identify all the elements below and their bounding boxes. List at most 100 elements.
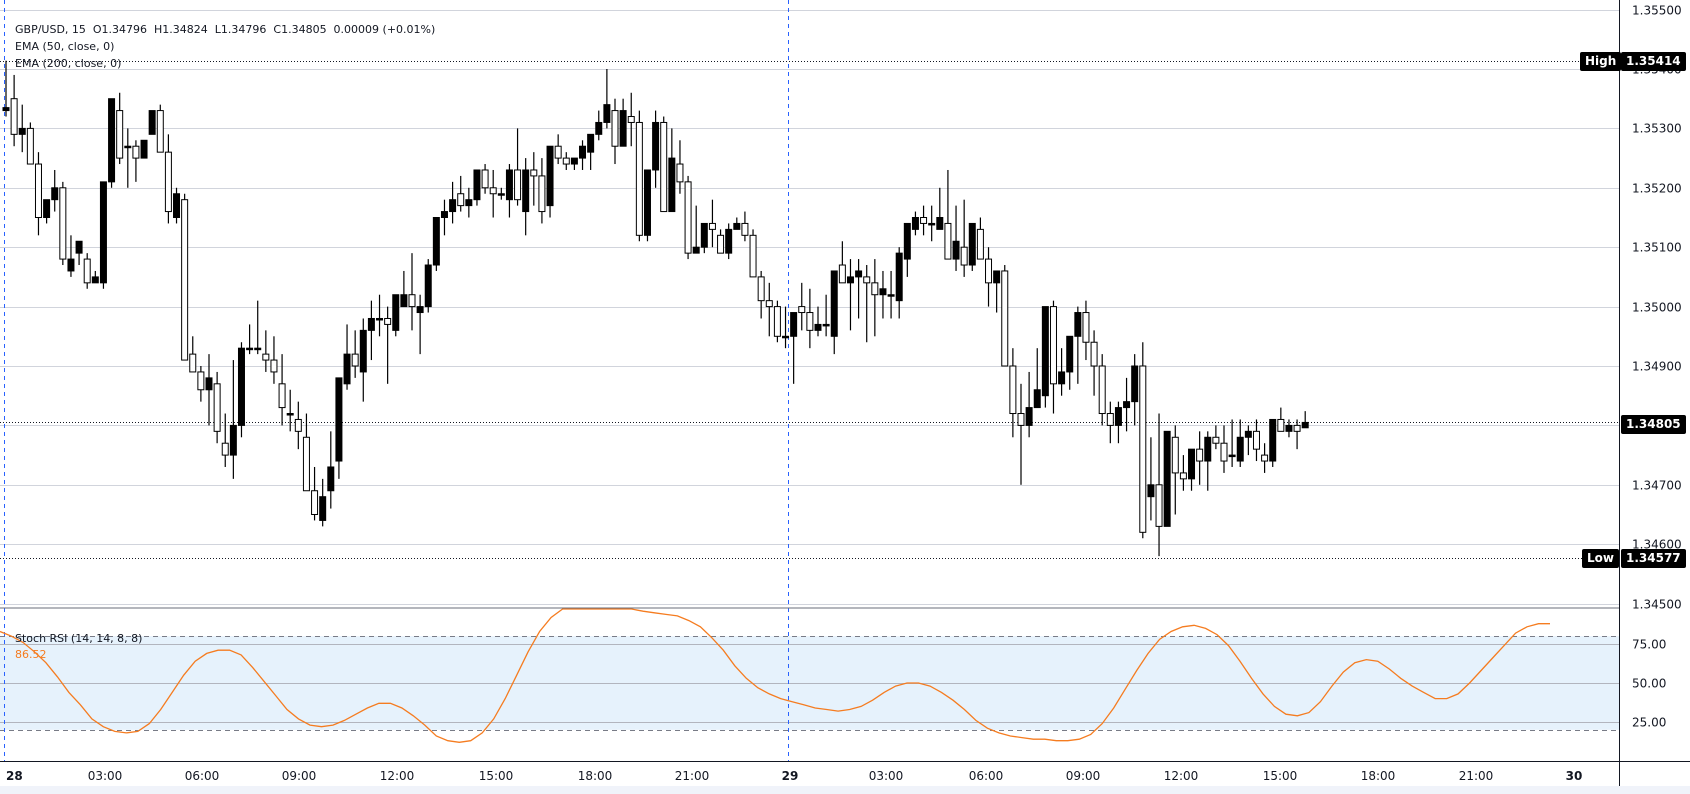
candle-down bbox=[1098, 365, 1106, 415]
candle-down bbox=[1179, 472, 1187, 480]
candle-down bbox=[213, 383, 221, 432]
candle-down bbox=[1252, 430, 1260, 450]
time-tick-label: 09:00 bbox=[1066, 769, 1101, 783]
candle-down bbox=[1212, 436, 1220, 444]
candle-down bbox=[489, 187, 497, 195]
candle-down bbox=[83, 258, 91, 284]
candle-up bbox=[822, 323, 830, 327]
candle-down bbox=[164, 151, 172, 213]
candle-up bbox=[814, 323, 822, 331]
candle-down bbox=[278, 383, 286, 409]
ema-50-label: EMA (50, close, 0) bbox=[15, 40, 115, 53]
candle-up bbox=[449, 199, 457, 213]
candle-down bbox=[59, 187, 67, 260]
candle-up bbox=[376, 317, 384, 321]
time-tick-label: 03:00 bbox=[88, 769, 123, 783]
time-tick-label: 21:00 bbox=[675, 769, 710, 783]
candle-down bbox=[960, 246, 968, 266]
stoch-tick-label: 75.00 bbox=[1632, 638, 1666, 652]
time-tick-label: 18:00 bbox=[1361, 769, 1396, 783]
high-value-tag: 1.35414 bbox=[1621, 52, 1686, 71]
price-tick-label: 1.34500 bbox=[1632, 598, 1682, 612]
candle-down bbox=[684, 181, 692, 254]
candle-down bbox=[530, 169, 538, 177]
candle-down bbox=[514, 169, 522, 201]
candle-up bbox=[1131, 365, 1139, 403]
candle-down bbox=[749, 234, 757, 278]
candle-down bbox=[765, 300, 773, 308]
candle-down bbox=[1090, 341, 1098, 367]
candle-up bbox=[205, 377, 213, 391]
time-tick-label: 30 bbox=[1566, 769, 1583, 783]
stoch-rsi-path bbox=[0, 608, 1550, 743]
candle-down bbox=[408, 294, 416, 308]
bottom-strip bbox=[0, 786, 1690, 794]
time-tick-label: 28 bbox=[6, 769, 23, 783]
candle-up bbox=[1285, 424, 1293, 432]
candle-up bbox=[790, 312, 798, 337]
stoch-rsi-legend[interactable]: Stoch RSI (14, 14, 8, 8) 86.52 bbox=[8, 615, 142, 663]
symbol-legend[interactable]: GBP/USD, 15 O1.34796 H1.34824 L1.34796 C… bbox=[8, 6, 435, 38]
candle-down bbox=[302, 436, 310, 492]
stoch-rsi-axis[interactable]: 75.00 50.00 25.00 bbox=[1632, 638, 1666, 730]
candle-down bbox=[611, 110, 619, 147]
candle-down bbox=[717, 234, 725, 254]
candle-down bbox=[221, 442, 229, 456]
candle-down bbox=[457, 193, 465, 207]
candle-up bbox=[1025, 407, 1033, 426]
high-label-tag: High bbox=[1580, 52, 1622, 71]
stoch-rsi-label: Stoch RSI (14, 14, 8, 8) bbox=[15, 632, 143, 645]
candle-down bbox=[294, 418, 302, 432]
price-tick-label: 1.35200 bbox=[1632, 182, 1682, 196]
candle-up bbox=[1147, 484, 1155, 498]
candle-up bbox=[968, 222, 976, 266]
candle-down bbox=[1139, 365, 1147, 533]
candle-down bbox=[635, 121, 643, 236]
candle-up bbox=[603, 104, 611, 123]
time-tick-label: 15:00 bbox=[479, 769, 514, 783]
candle-down bbox=[806, 312, 814, 331]
candle-down bbox=[481, 169, 489, 189]
candle-up bbox=[595, 121, 603, 135]
candle-down bbox=[116, 110, 124, 159]
candle-up bbox=[1041, 306, 1049, 397]
candle-down bbox=[351, 353, 359, 367]
candle-up bbox=[692, 246, 700, 254]
time-tick-label: 12:00 bbox=[1164, 769, 1199, 783]
stoch-tick-label: 25.00 bbox=[1632, 716, 1666, 730]
candle-up bbox=[830, 270, 838, 337]
candle-down bbox=[156, 110, 164, 153]
ema-200-legend[interactable]: EMA (200, close, 0) bbox=[8, 40, 121, 72]
candle-down bbox=[838, 264, 846, 284]
candle-up bbox=[1114, 407, 1122, 426]
candle-up bbox=[108, 98, 116, 183]
candle-up bbox=[424, 264, 432, 308]
candle-up bbox=[473, 169, 481, 201]
candle-down bbox=[660, 121, 668, 213]
candle-down bbox=[384, 317, 392, 325]
candle-down bbox=[920, 217, 928, 224]
price-axis[interactable]: 1.355001.354001.353001.352001.351001.350… bbox=[1632, 4, 1682, 612]
candle-down bbox=[1277, 418, 1285, 432]
candle-up bbox=[367, 317, 375, 331]
candle-up bbox=[286, 413, 294, 416]
candle-down bbox=[944, 222, 952, 260]
candle-down bbox=[741, 222, 749, 236]
candle-down bbox=[985, 258, 993, 284]
candle-down bbox=[1106, 413, 1114, 426]
ema-50-legend[interactable]: EMA (50, close, 0) bbox=[8, 23, 114, 55]
last-price-tag: 1.34805 bbox=[1621, 415, 1686, 434]
candle-up bbox=[148, 110, 156, 135]
candle-up bbox=[903, 222, 911, 260]
stoch-tick-label: 50.00 bbox=[1632, 677, 1666, 691]
time-axis[interactable]: 28 03:00 06:00 09:00 12:00 15:00 18:00 21:00 29 0… bbox=[6, 769, 1582, 783]
time-tick-label: 09:00 bbox=[282, 769, 317, 783]
candle-up bbox=[1228, 454, 1236, 458]
candle-up bbox=[75, 240, 83, 254]
candle-up bbox=[1301, 421, 1309, 429]
candle-up bbox=[952, 240, 960, 260]
candle-up bbox=[1074, 312, 1082, 337]
candle-down bbox=[1171, 436, 1179, 474]
